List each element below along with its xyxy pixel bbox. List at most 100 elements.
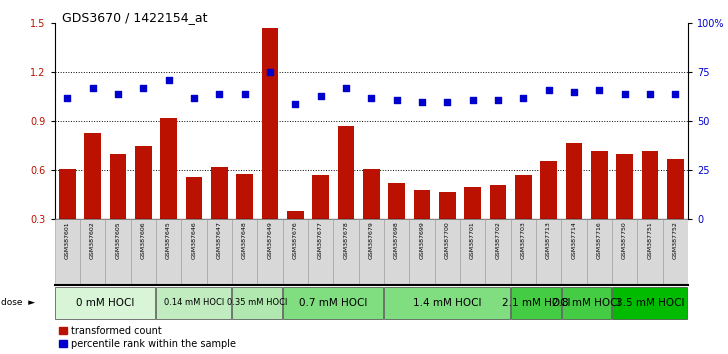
- Text: GSM387678: GSM387678: [344, 222, 349, 259]
- Point: [619, 91, 630, 97]
- Bar: [510, 219, 536, 285]
- Bar: [135, 146, 151, 269]
- Text: GSM387646: GSM387646: [191, 222, 197, 259]
- Bar: [409, 219, 435, 285]
- Text: GSM387751: GSM387751: [647, 222, 652, 259]
- Point: [87, 85, 98, 91]
- Bar: [84, 133, 101, 269]
- Bar: [232, 287, 282, 319]
- Bar: [160, 118, 177, 269]
- Text: 0.7 mM HOCl: 0.7 mM HOCl: [299, 298, 368, 308]
- Text: GSM387752: GSM387752: [673, 222, 678, 259]
- Bar: [667, 159, 684, 269]
- Point: [441, 99, 453, 104]
- Point: [365, 95, 377, 101]
- Text: dose  ►: dose ►: [1, 298, 36, 307]
- Text: GSM387700: GSM387700: [445, 222, 450, 259]
- Text: 3.5 mM HOCl: 3.5 mM HOCl: [616, 298, 684, 308]
- Bar: [662, 219, 688, 285]
- Text: 0.14 mM HOCl: 0.14 mM HOCl: [164, 298, 224, 307]
- Point: [518, 95, 529, 101]
- Bar: [308, 219, 333, 285]
- Bar: [359, 219, 384, 285]
- Point: [416, 99, 428, 104]
- Text: GSM387601: GSM387601: [65, 222, 70, 259]
- Bar: [561, 219, 587, 285]
- Bar: [59, 169, 76, 269]
- Bar: [511, 287, 561, 319]
- Bar: [181, 219, 207, 285]
- Bar: [363, 169, 379, 269]
- Text: 1.4 mM HOCl: 1.4 mM HOCl: [413, 298, 481, 308]
- Bar: [566, 143, 582, 269]
- Point: [138, 85, 149, 91]
- Text: GSM387702: GSM387702: [496, 222, 500, 259]
- Bar: [312, 175, 329, 269]
- Bar: [257, 219, 282, 285]
- Text: GSM387648: GSM387648: [242, 222, 247, 259]
- Text: GSM387676: GSM387676: [293, 222, 298, 259]
- Point: [264, 69, 276, 75]
- Bar: [637, 219, 662, 285]
- Bar: [283, 287, 384, 319]
- Bar: [562, 287, 612, 319]
- Text: GDS3670 / 1422154_at: GDS3670 / 1422154_at: [62, 11, 207, 24]
- Bar: [464, 187, 481, 269]
- Bar: [591, 151, 608, 269]
- Point: [593, 87, 605, 93]
- Point: [543, 87, 555, 93]
- Text: GSM387716: GSM387716: [597, 222, 602, 259]
- Text: GSM387679: GSM387679: [369, 222, 373, 259]
- Text: GSM387647: GSM387647: [217, 222, 222, 259]
- Bar: [333, 219, 359, 285]
- Text: GSM387701: GSM387701: [470, 222, 475, 259]
- Bar: [460, 219, 486, 285]
- Point: [492, 97, 504, 102]
- Bar: [157, 287, 232, 319]
- Bar: [261, 28, 278, 269]
- Bar: [207, 219, 232, 285]
- Point: [112, 91, 124, 97]
- Bar: [617, 154, 633, 269]
- Bar: [232, 219, 257, 285]
- Bar: [414, 190, 430, 269]
- Text: GSM387605: GSM387605: [116, 222, 120, 259]
- Bar: [106, 219, 130, 285]
- Bar: [55, 219, 80, 285]
- Text: GSM387645: GSM387645: [166, 222, 171, 259]
- Bar: [540, 161, 557, 269]
- Bar: [287, 211, 304, 269]
- Point: [188, 95, 199, 101]
- Text: GSM387713: GSM387713: [546, 222, 551, 259]
- Point: [644, 91, 656, 97]
- Text: GSM387714: GSM387714: [571, 222, 577, 259]
- Bar: [186, 177, 202, 269]
- Bar: [587, 219, 612, 285]
- Bar: [439, 192, 456, 269]
- Text: 2.1 mM HOCl: 2.1 mM HOCl: [502, 298, 570, 308]
- Text: 0.35 mM HOCl: 0.35 mM HOCl: [227, 298, 288, 307]
- Bar: [338, 126, 355, 269]
- Bar: [641, 151, 658, 269]
- Bar: [536, 219, 561, 285]
- Bar: [612, 287, 687, 319]
- Text: GSM387602: GSM387602: [90, 222, 95, 259]
- Bar: [490, 185, 506, 269]
- Bar: [282, 219, 308, 285]
- Point: [290, 101, 301, 107]
- Text: GSM387698: GSM387698: [394, 222, 399, 259]
- Bar: [156, 219, 181, 285]
- Point: [467, 97, 478, 102]
- Text: GSM387606: GSM387606: [141, 222, 146, 259]
- Bar: [486, 219, 510, 285]
- Bar: [612, 219, 637, 285]
- Point: [314, 93, 326, 98]
- Bar: [211, 167, 228, 269]
- Point: [568, 89, 579, 95]
- Text: GSM387649: GSM387649: [267, 222, 272, 259]
- Point: [239, 91, 250, 97]
- Bar: [237, 174, 253, 269]
- Point: [340, 85, 352, 91]
- Text: GSM387677: GSM387677: [318, 222, 323, 259]
- Text: 0 mM HOCl: 0 mM HOCl: [76, 298, 135, 308]
